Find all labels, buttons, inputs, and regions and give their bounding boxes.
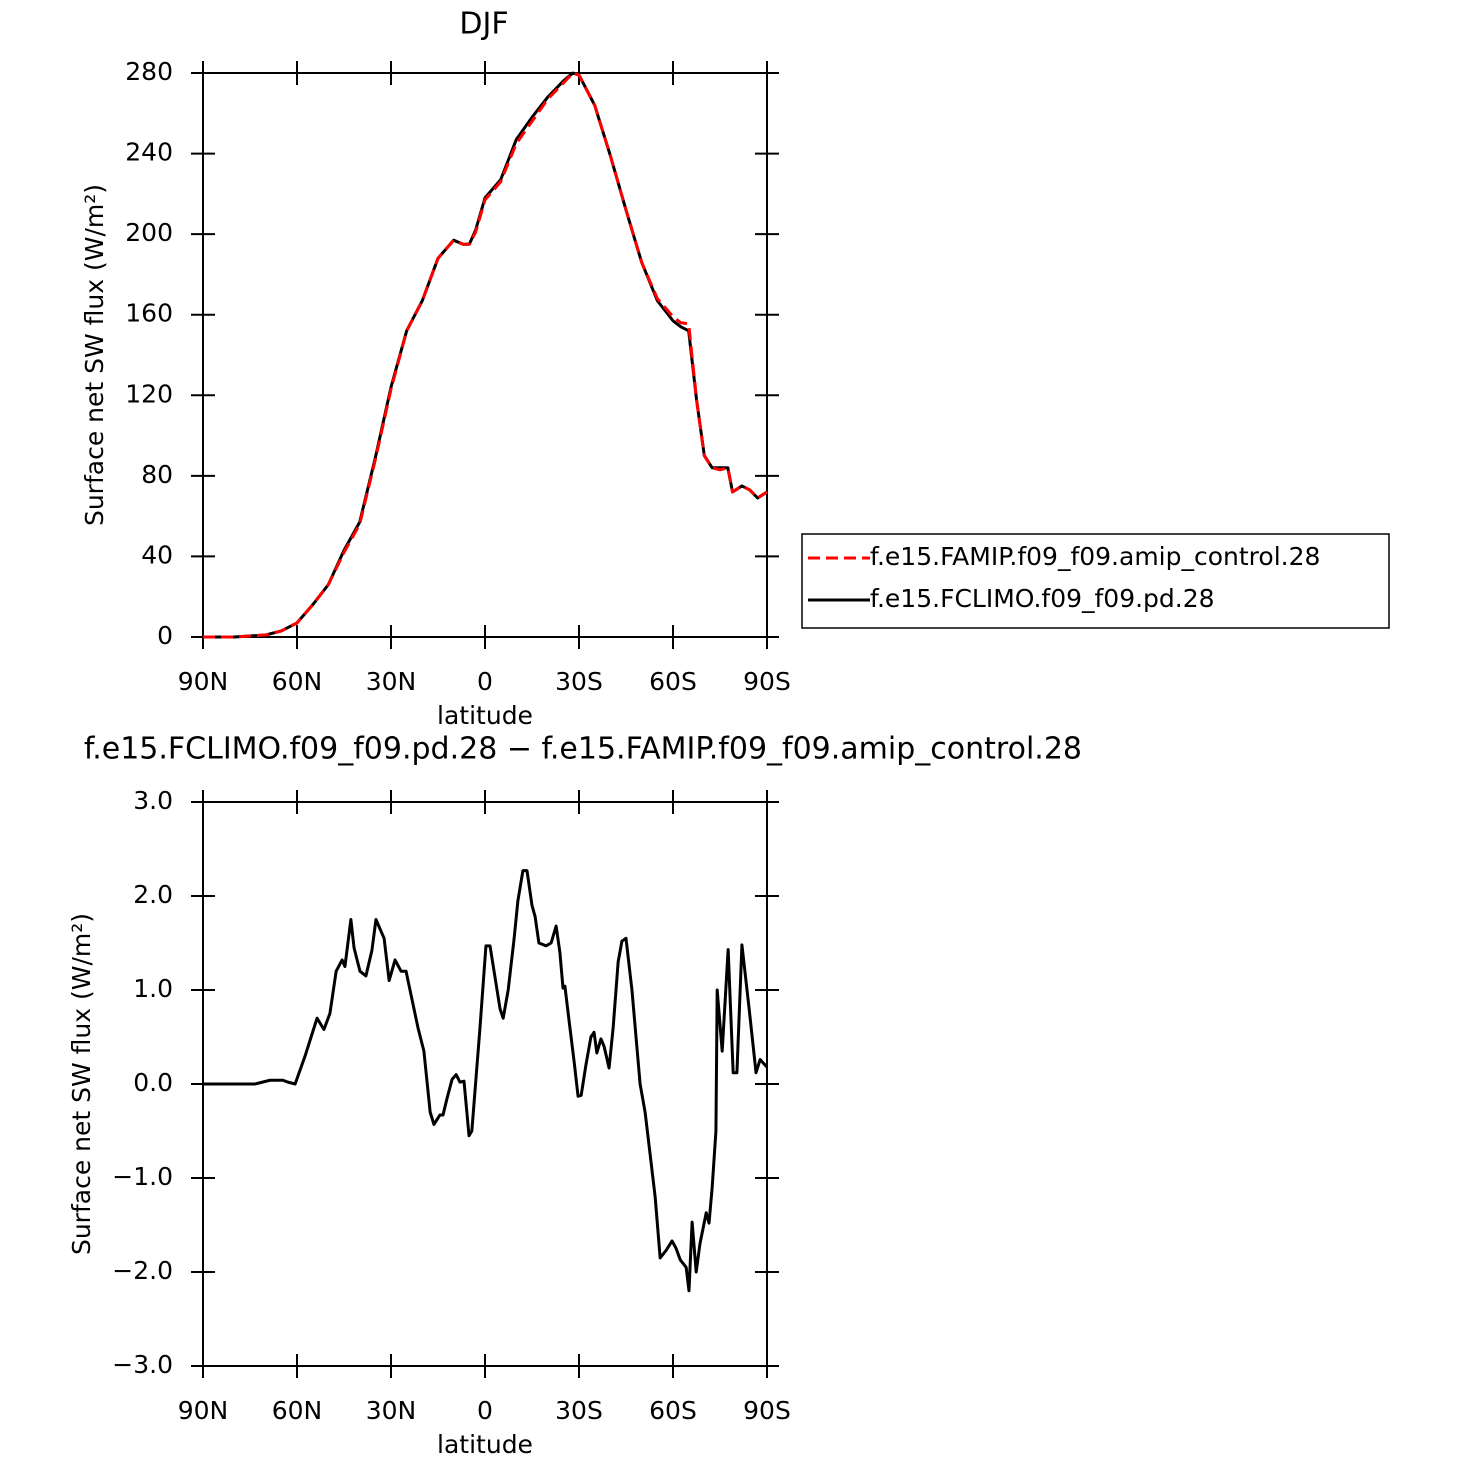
- y-tick-label: 0.0: [133, 1068, 173, 1097]
- y-tick-label: 160: [125, 299, 173, 328]
- series-line: [203, 71, 768, 639]
- y-tick-label: −1.0: [112, 1162, 173, 1191]
- chart-title: DJF: [459, 7, 508, 42]
- x-tick-label: 30S: [555, 667, 603, 696]
- x-tick-label: 30N: [366, 667, 417, 696]
- y-tick-label: 120: [125, 379, 173, 408]
- series-line: [203, 869, 769, 1293]
- x-tick-label: 30S: [555, 1396, 603, 1425]
- plot-frame: [202, 72, 768, 638]
- y-tick-label: 2.0: [133, 880, 173, 909]
- chart-title: f.e15.FCLIMO.f09_f09.pd.28 − f.e15.FAMIP…: [84, 732, 1082, 767]
- y-tick-label: 40: [141, 540, 173, 569]
- y-tick-label: 280: [125, 57, 173, 86]
- x-tick-label: 60S: [649, 1396, 697, 1425]
- y-axis-label: Surface net SW flux (W/m²): [80, 184, 109, 526]
- x-tick-label: 60N: [272, 667, 323, 696]
- x-tick-label: 90N: [178, 667, 229, 696]
- x-tick-label: 90N: [178, 1396, 229, 1425]
- x-tick-label: 90S: [743, 667, 791, 696]
- x-tick-label: 60N: [272, 1396, 323, 1425]
- x-tick-label: 30N: [366, 1396, 417, 1425]
- y-tick-label: 0: [157, 621, 173, 650]
- y-axis-label: Surface net SW flux (W/m²): [67, 913, 96, 1255]
- y-tick-label: 200: [125, 218, 173, 247]
- plot-frame: [202, 801, 768, 1367]
- x-tick-label: 0: [477, 1396, 493, 1425]
- x-tick-label: 60S: [649, 667, 697, 696]
- x-axis-label: latitude: [437, 701, 533, 730]
- y-tick-label: −3.0: [112, 1350, 173, 1379]
- y-tick-label: 80: [141, 460, 173, 489]
- y-tick-label: 3.0: [133, 786, 173, 815]
- y-tick-label: 1.0: [133, 974, 173, 1003]
- x-tick-label: 90S: [743, 1396, 791, 1425]
- legend-label: f.e15.FAMIP.f09_f09.amip_control.28: [870, 542, 1320, 571]
- x-tick-label: 0: [477, 667, 493, 696]
- legend-box: [801, 533, 1390, 629]
- y-tick-label: −2.0: [112, 1256, 173, 1285]
- x-axis-label: latitude: [437, 1430, 533, 1459]
- legend-label: f.e15.FCLIMO.f09_f09.pd.28: [870, 584, 1215, 613]
- series-line: [203, 71, 768, 639]
- y-tick-label: 240: [125, 138, 173, 167]
